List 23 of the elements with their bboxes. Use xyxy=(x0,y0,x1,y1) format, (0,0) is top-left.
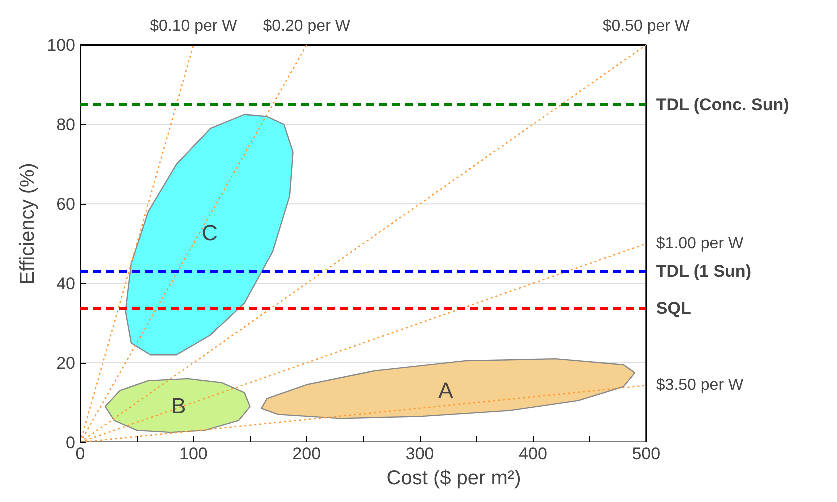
y-axis-title: Efficiency (%) xyxy=(17,163,40,285)
y-tick-label: 20 xyxy=(56,354,76,374)
series-label: $0.20 per W xyxy=(263,18,352,36)
series-label: C xyxy=(202,220,218,246)
series-label: $3.50 per W xyxy=(656,377,744,394)
x-tick-label: 100 xyxy=(180,444,208,464)
ref-line-label: TDL (1 Sun) xyxy=(656,262,752,282)
x-tick-label: 200 xyxy=(292,444,322,464)
y-tick-label: 100 xyxy=(47,36,76,56)
x-axis-title: Cost ($ per m²) xyxy=(386,468,522,490)
ref-line-label: TDL (Conc. Sun) xyxy=(656,95,790,114)
series-label: $0.50 per W xyxy=(602,18,691,36)
series-label: $1.00 per W xyxy=(656,235,744,252)
x-tick-label: 300 xyxy=(406,444,434,464)
y-tick-label: 80 xyxy=(56,116,76,135)
series-label: $0.10 per W xyxy=(150,18,238,36)
y-tick-label: 40 xyxy=(56,274,76,294)
x-tick-label: 400 xyxy=(519,444,548,464)
series-label: B xyxy=(171,394,186,419)
series-label: A xyxy=(438,378,454,404)
x-tick-label: 500 xyxy=(632,444,661,464)
y-tick-label: 60 xyxy=(56,195,76,214)
ref-line-label: SQL xyxy=(656,299,692,318)
